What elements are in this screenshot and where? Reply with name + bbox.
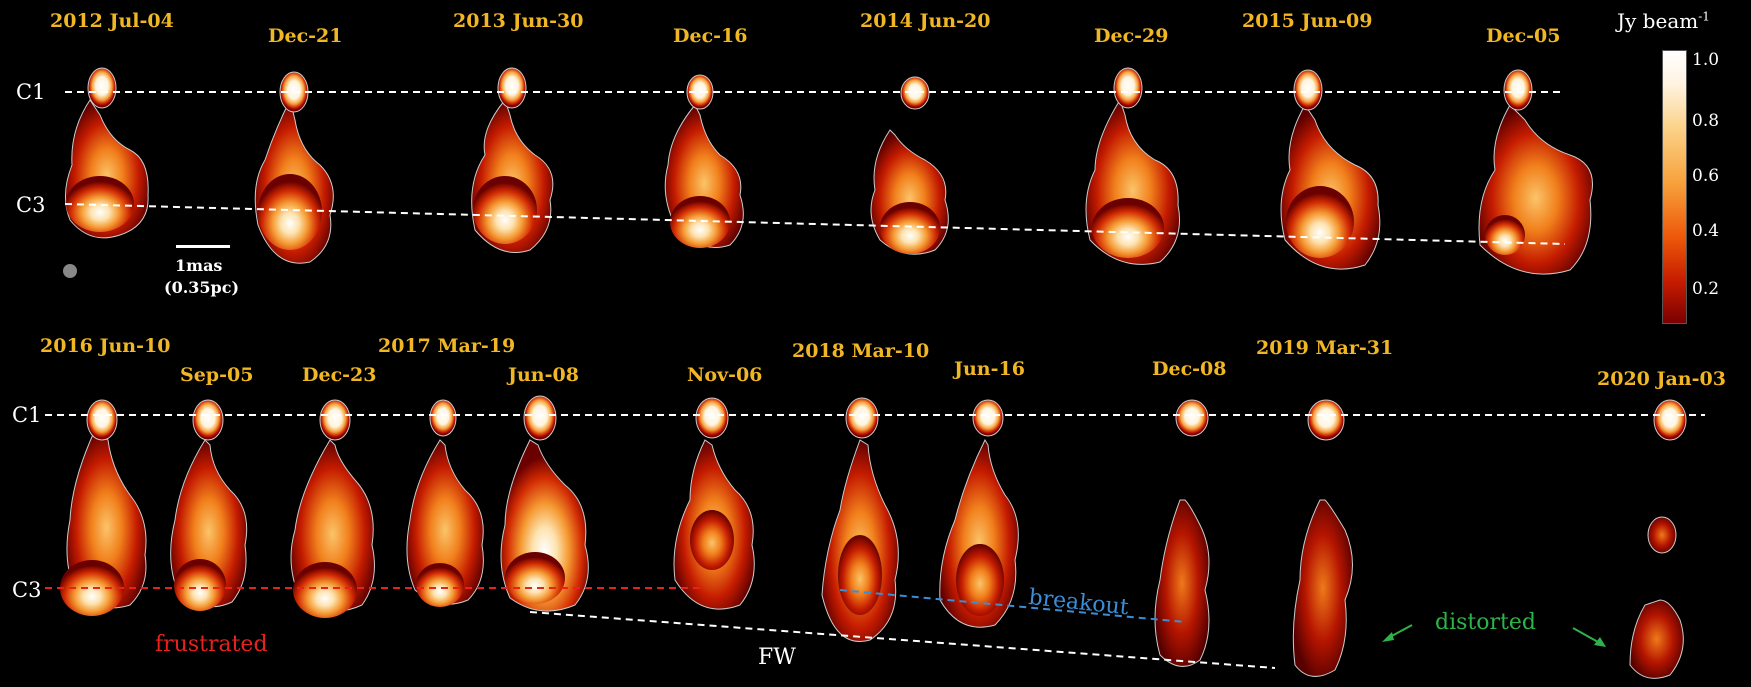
image-2017-mar-19: [406, 399, 484, 607]
epoch-label: Dec-29: [1094, 25, 1169, 47]
epoch-label: Dec-21: [268, 25, 343, 47]
distorted-label: distorted: [1435, 610, 1536, 635]
epoch-label: Nov-06: [687, 364, 763, 386]
colorbar-title: Jy beam-1: [1617, 9, 1710, 33]
image-2018-mar-10: [821, 397, 899, 642]
image-2013-dec-16: [664, 74, 744, 248]
epoch-label: 2012 Jul-04: [50, 10, 174, 32]
image-2018-dec-08: [1154, 399, 1210, 667]
image-2016-dec-23: [290, 399, 375, 618]
colorbar-tick: 0.2: [1692, 279, 1720, 299]
image-2018-jun-16: [939, 399, 1019, 628]
epoch-label: Dec-08: [1152, 358, 1227, 380]
image-2017-nov-06: [673, 397, 755, 610]
epoch-label: 2013 Jun-30: [453, 10, 584, 32]
scale-bar-physical-label: (0.35pc): [164, 278, 240, 297]
image-2012-jul-04: [65, 67, 149, 239]
image-2014-dec-29: [1085, 67, 1181, 265]
epoch-label: 2019 Mar-31: [1256, 337, 1394, 359]
breakout-line: [839, 589, 1186, 623]
epoch-label: Dec-16: [673, 25, 748, 47]
epoch-label: Dec-23: [302, 364, 377, 386]
image-2014-jun-20: [870, 76, 949, 255]
c3-label-row1: C3: [16, 193, 46, 217]
image-2019-mar-31: [1292, 399, 1353, 677]
epoch-label: 2018 Mar-10: [792, 340, 930, 362]
fw-label: FW: [758, 645, 796, 670]
image-2020-jan-03: [1629, 399, 1687, 679]
c1-label-row2: C1: [12, 403, 42, 427]
fw-line: [529, 611, 1276, 669]
distorted-arrow-right: [1572, 627, 1599, 643]
image-2015-dec-05: [1478, 69, 1593, 275]
colorbar-tick: 0.6: [1692, 166, 1720, 186]
colorbar-tick: 1.0: [1692, 50, 1720, 70]
epoch-label: 2017 Mar-19: [378, 335, 516, 357]
frustrated-label: frustrated: [155, 632, 268, 657]
epoch-label: Jun-16: [954, 358, 1025, 380]
image-2012-dec-21: [254, 71, 334, 264]
c1-label-row1: C1: [16, 80, 46, 104]
colorbar: [1662, 50, 1687, 324]
epoch-label: 2020 Jan-03: [1597, 368, 1726, 390]
image-2016-sep-05: [170, 399, 248, 611]
beam-ellipse: [63, 264, 77, 278]
epoch-label: Dec-05: [1486, 25, 1561, 47]
image-2016-jun-10: [60, 399, 147, 616]
epoch-label: 2016 Jun-10: [40, 335, 171, 357]
colorbar-tick: 0.4: [1692, 221, 1720, 241]
image-2015-jun-09: [1280, 69, 1381, 270]
image-2013-jun-30: [471, 67, 554, 253]
colorbar-tick: 0.8: [1692, 111, 1720, 131]
c3-label-row2: C3: [12, 578, 42, 602]
c3-line-row1: [64, 203, 1566, 245]
image-2017-jun-08: [500, 395, 589, 612]
scale-bar-label: 1mas: [175, 256, 223, 275]
epoch-label: 2015 Jun-09: [1242, 10, 1373, 32]
epoch-label: Sep-05: [180, 364, 254, 386]
epoch-label: Jun-08: [508, 364, 579, 386]
scale-bar: [176, 245, 230, 248]
epoch-label: 2014 Jun-20: [860, 10, 991, 32]
